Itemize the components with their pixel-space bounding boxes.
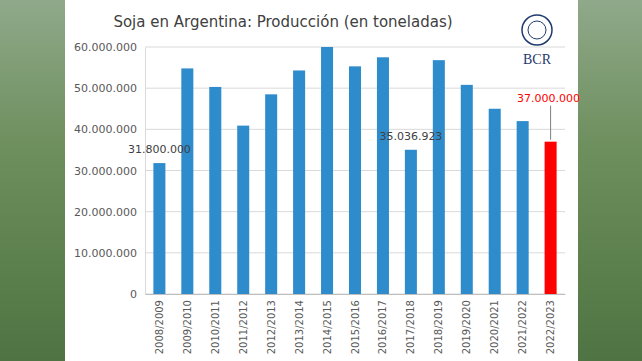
x-tick: 2019/2020 <box>461 294 472 354</box>
bar <box>517 121 529 294</box>
y-tick-label: 0 <box>130 288 137 301</box>
bar <box>349 66 361 294</box>
x-tick: 2020/2021 <box>489 294 500 354</box>
x-tick-label: 2022/2023 <box>545 300 556 354</box>
x-tick: 2022/2023 <box>545 294 556 354</box>
y-tick-label: 40.000.000 <box>74 123 137 136</box>
data-labels: 31.800.000 35.036.923 37.000.000 <box>128 92 580 156</box>
x-tick: 2018/2019 <box>433 294 444 354</box>
y-tick: 0 <box>130 288 145 301</box>
bar <box>153 163 165 294</box>
data-label: 37.000.000 <box>517 92 580 105</box>
x-tick-label: 2020/2021 <box>489 300 500 354</box>
x-tick-label: 2021/2022 <box>517 300 528 354</box>
logo-seal-inner <box>528 21 546 39</box>
title: Soja en Argentina: Producción (en tonela… <box>113 13 452 31</box>
data-label: 35.036.923 <box>379 130 442 143</box>
y-axis-line <box>145 48 146 295</box>
y-tick-label: 50.000.000 <box>74 82 137 95</box>
x-tick: 2017/2018 <box>405 294 416 354</box>
logo-text: BCR <box>523 52 552 67</box>
y-tick: 40.000.000 <box>74 123 145 136</box>
y-tick: 30.000.000 <box>74 165 145 178</box>
x-tick-label: 2010/2011 <box>210 300 221 354</box>
data-label: 31.800.000 <box>128 143 191 156</box>
x-tick: 2021/2022 <box>517 294 528 354</box>
x-tick-label: 2017/2018 <box>405 300 416 354</box>
y-tick: 10.000.000 <box>74 247 145 260</box>
y-tick-label: 20.000.000 <box>74 206 137 219</box>
y-tick: 60.000.000 <box>74 41 145 54</box>
bar <box>489 109 501 294</box>
y-tick: 20.000.000 <box>74 206 145 219</box>
bar <box>377 57 389 294</box>
y-tick-label: 60.000.000 <box>74 41 137 54</box>
x-tick: 2011/2012 <box>238 294 249 354</box>
x-tick-label: 2019/2020 <box>461 300 472 354</box>
x-tick-label: 2011/2012 <box>238 300 249 354</box>
x-tick-label: 2014/2015 <box>322 300 333 354</box>
x-tick-label: 2009/2010 <box>182 300 193 354</box>
leader-line <box>550 106 551 140</box>
x-tick: 2010/2011 <box>210 294 221 354</box>
x-axis-line <box>146 294 566 295</box>
x-tick-label: 2012/2013 <box>266 300 277 354</box>
bar <box>433 60 445 294</box>
bar <box>545 142 557 294</box>
x-tick: 2015/2016 <box>350 294 361 354</box>
x-tick-label: 2008/2009 <box>154 300 165 354</box>
bar <box>405 150 417 294</box>
x-tick: 2009/2010 <box>182 294 193 354</box>
logo: BCR <box>522 15 552 67</box>
x-tick-label: 2013/2014 <box>294 300 305 354</box>
bar <box>293 70 305 294</box>
bar <box>209 87 221 294</box>
grid <box>145 47 565 294</box>
bars <box>153 47 556 294</box>
x-axis: 2008/2009 2009/2010 2010/2011 2011/2012 2012… <box>146 294 566 354</box>
chart: 0 10.000.000 20.000.000 30.000.000 40.000.00… <box>0 0 642 361</box>
x-tick: 2014/2015 <box>322 294 333 354</box>
x-tick-label: 2016/2017 <box>377 300 388 354</box>
grid-line <box>145 47 565 48</box>
x-tick: 2016/2017 <box>377 294 388 354</box>
y-axis: 0 10.000.000 20.000.000 30.000.000 40.000.00… <box>74 41 145 301</box>
x-tick: 2008/2009 <box>154 294 165 354</box>
y-tick-label: 30.000.000 <box>74 165 137 178</box>
x-tick: 2012/2013 <box>266 294 277 354</box>
logo-seal <box>522 15 552 45</box>
y-tick-label: 10.000.000 <box>74 247 137 260</box>
x-tick-label: 2018/2019 <box>433 300 444 354</box>
bar <box>237 126 249 294</box>
x-tick-label: 2015/2016 <box>350 300 361 354</box>
bar <box>181 68 193 294</box>
bar <box>265 94 277 294</box>
y-tick: 50.000.000 <box>74 82 145 95</box>
bar <box>321 47 333 294</box>
panel <box>65 0 578 361</box>
x-tick: 2013/2014 <box>294 294 305 354</box>
bar <box>461 85 473 294</box>
